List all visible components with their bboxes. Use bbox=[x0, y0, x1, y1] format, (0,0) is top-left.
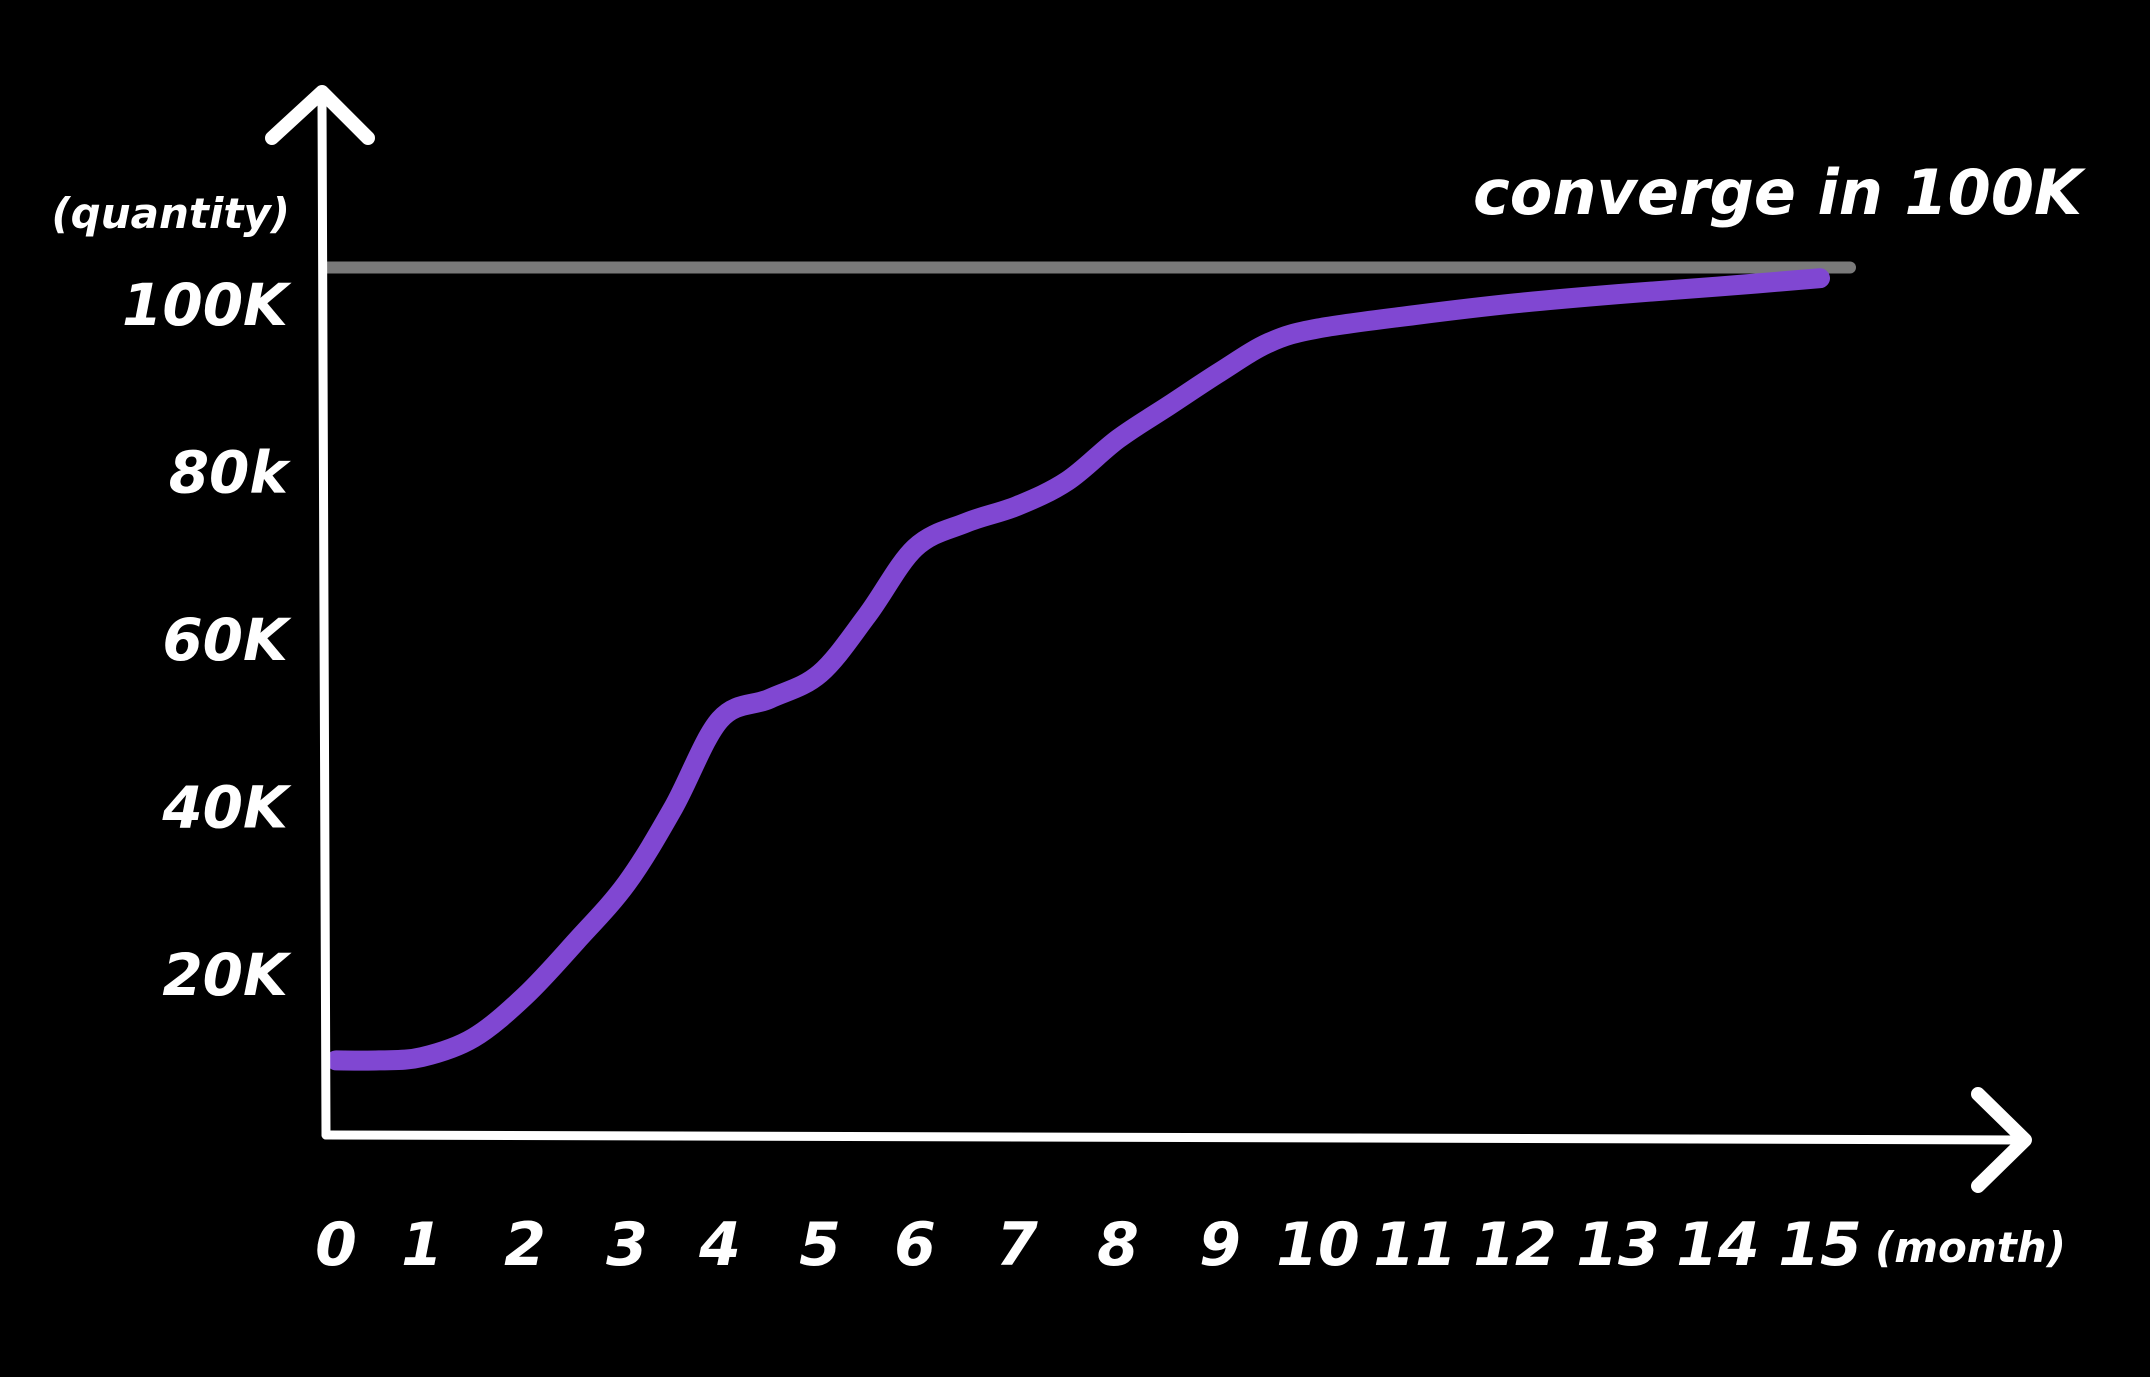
x-tick-label: 3 bbox=[606, 1210, 648, 1280]
y-axis-label: (quantity) bbox=[51, 189, 290, 238]
x-tick-label: 1 bbox=[401, 1210, 443, 1280]
x-axis-label: (month) bbox=[1875, 1223, 2066, 1272]
y-tick-label: 80k bbox=[169, 439, 292, 507]
y-axis-arrow-head bbox=[265, 85, 375, 145]
x-tick-label: 13 bbox=[1576, 1210, 1660, 1280]
x-axis-line bbox=[321, 1130, 2027, 1145]
converge-annotation: converge in 100K bbox=[1473, 156, 2086, 229]
x-axis-arrow-head bbox=[1971, 1087, 2032, 1193]
y-tick-label: 20K bbox=[162, 941, 292, 1009]
x-tick-label: 8 bbox=[1097, 1210, 1139, 1280]
x-tick-label: 10 bbox=[1276, 1210, 1360, 1280]
x-tick-label: 7 bbox=[996, 1210, 1038, 1280]
x-tick-label: 4 bbox=[698, 1210, 741, 1280]
y-tick-label: 60K bbox=[162, 606, 292, 674]
y-tick-label: 100K bbox=[122, 271, 292, 339]
x-tick-label: 15 bbox=[1778, 1210, 1862, 1280]
y-tick-label: 40K bbox=[161, 774, 292, 842]
x-tick-label: 2 bbox=[504, 1210, 546, 1280]
y-axis-line bbox=[317, 95, 331, 1140]
x-tick-label: 14 bbox=[1676, 1210, 1760, 1280]
x-tick-label: 5 bbox=[799, 1210, 841, 1280]
x-tick-label: 0 bbox=[315, 1210, 357, 1280]
x-tick-label: 9 bbox=[1199, 1210, 1241, 1280]
x-tick-label: 11 bbox=[1373, 1210, 1457, 1280]
x-tick-label: 12 bbox=[1473, 1210, 1557, 1280]
series-line bbox=[326, 268, 1830, 1071]
x-tick-label: 6 bbox=[894, 1210, 936, 1280]
